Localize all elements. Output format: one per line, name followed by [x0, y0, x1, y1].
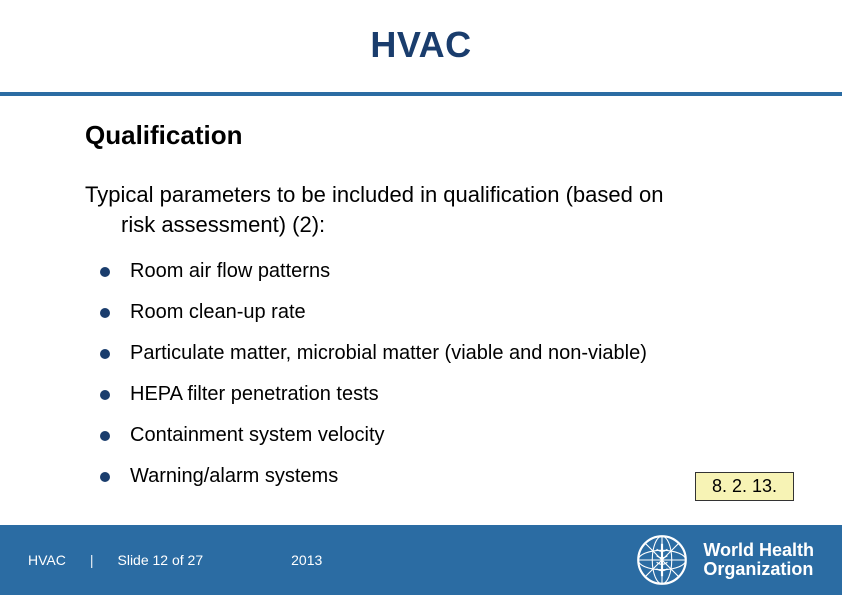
- footer-right: World Health Organization: [635, 533, 842, 587]
- lead-line1: Typical parameters to be included in qua…: [85, 182, 663, 207]
- list-item: Particulate matter, microbial matter (vi…: [100, 342, 802, 365]
- who-logo-icon: [635, 533, 689, 587]
- who-text-line2: Organization: [703, 560, 814, 579]
- section-subtitle: Qualification: [85, 120, 242, 151]
- who-logo-text: World Health Organization: [703, 541, 814, 579]
- list-item: Containment system velocity: [100, 424, 802, 447]
- list-item: Room clean-up rate: [100, 301, 802, 324]
- lead-paragraph: Typical parameters to be included in qua…: [85, 180, 802, 239]
- footer-left: HVAC | Slide 12 of 27 2013: [0, 552, 322, 568]
- who-text-line1: World Health: [703, 541, 814, 560]
- slide: HVAC Qualification Typical parameters to…: [0, 0, 842, 595]
- footer: HVAC | Slide 12 of 27 2013 World Health …: [0, 525, 842, 595]
- title-rule: [0, 92, 842, 96]
- footer-year: 2013: [291, 552, 322, 568]
- slide-title: HVAC: [0, 24, 842, 66]
- reference-box: 8. 2. 13.: [695, 472, 794, 501]
- footer-separator: |: [90, 552, 94, 568]
- list-item: HEPA filter penetration tests: [100, 383, 802, 406]
- bullet-list: Room air flow patterns Room clean-up rat…: [100, 260, 802, 506]
- footer-slide-number: Slide 12 of 27: [118, 552, 204, 568]
- footer-topic: HVAC: [28, 552, 66, 568]
- lead-line2: risk assessment) (2):: [85, 210, 802, 240]
- list-item: Room air flow patterns: [100, 260, 802, 283]
